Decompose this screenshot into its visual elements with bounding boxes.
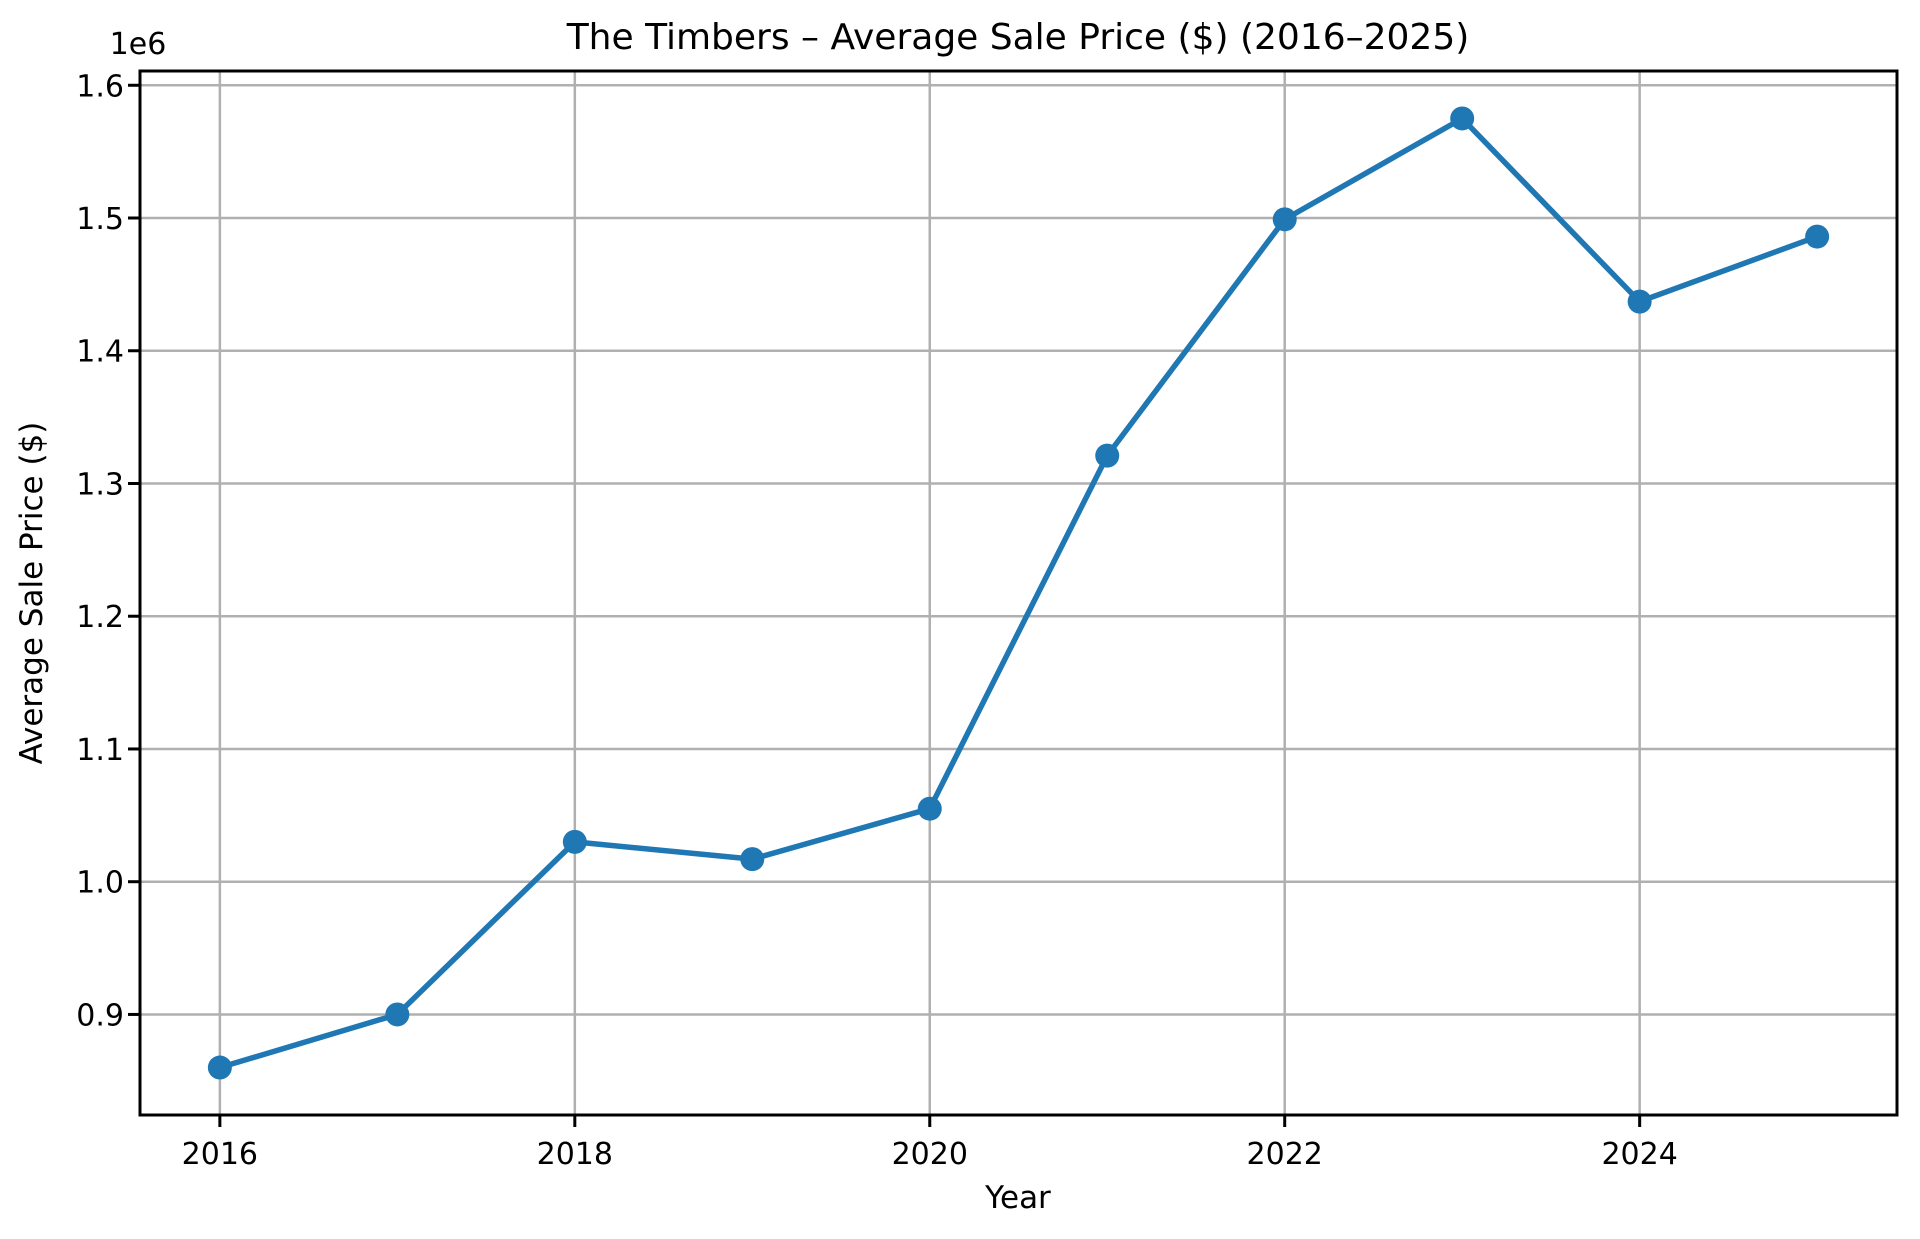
y-tick-label: 1.5 xyxy=(76,202,124,237)
y-tick-label: 1.3 xyxy=(76,467,124,502)
y-tick-label: 1.2 xyxy=(76,600,124,635)
y-tick-label: 1.6 xyxy=(76,69,124,104)
data-point-2022 xyxy=(1272,207,1297,232)
x-tick-label: 2020 xyxy=(892,1137,968,1172)
x-tick-label: 2022 xyxy=(1247,1137,1323,1172)
y-tick-label: 0.9 xyxy=(76,998,124,1033)
plot-area-border xyxy=(138,69,1899,1117)
gridlines xyxy=(140,71,1897,1115)
price-series xyxy=(207,106,1830,1080)
y-tick-label: 1.1 xyxy=(76,733,124,768)
y-axis-offset-label: 1e6 xyxy=(110,27,167,62)
data-point-2017 xyxy=(385,1002,410,1027)
tick-labels: 2016 2018 2020 2022 2024 0.9 1.0 1.1 1.2 1.3 1.4 1.… xyxy=(76,69,1678,1172)
x-tick-label: 2016 xyxy=(182,1137,258,1172)
data-point-2021 xyxy=(1095,443,1120,468)
x-tick-label: 2018 xyxy=(537,1137,613,1172)
data-point-2023 xyxy=(1450,106,1475,131)
y-axis-label: Average Sale Price ($) xyxy=(14,422,50,765)
y-tick-label: 1.0 xyxy=(76,866,124,901)
data-point-2024 xyxy=(1627,289,1652,314)
data-point-2019 xyxy=(740,847,765,872)
data-point-2016 xyxy=(207,1055,232,1080)
chart-title: The Timbers – Average Sale Price ($) (20… xyxy=(566,17,1470,58)
y-tick-label: 1.4 xyxy=(76,335,124,370)
x-axis-label: Year xyxy=(984,1180,1051,1216)
x-tick-label: 2024 xyxy=(1601,1137,1677,1172)
data-point-2018 xyxy=(562,829,587,854)
data-point-2020 xyxy=(917,796,942,821)
axis-ticks xyxy=(128,83,1642,1127)
data-point-2025 xyxy=(1805,224,1830,249)
price-line xyxy=(217,115,1820,1071)
